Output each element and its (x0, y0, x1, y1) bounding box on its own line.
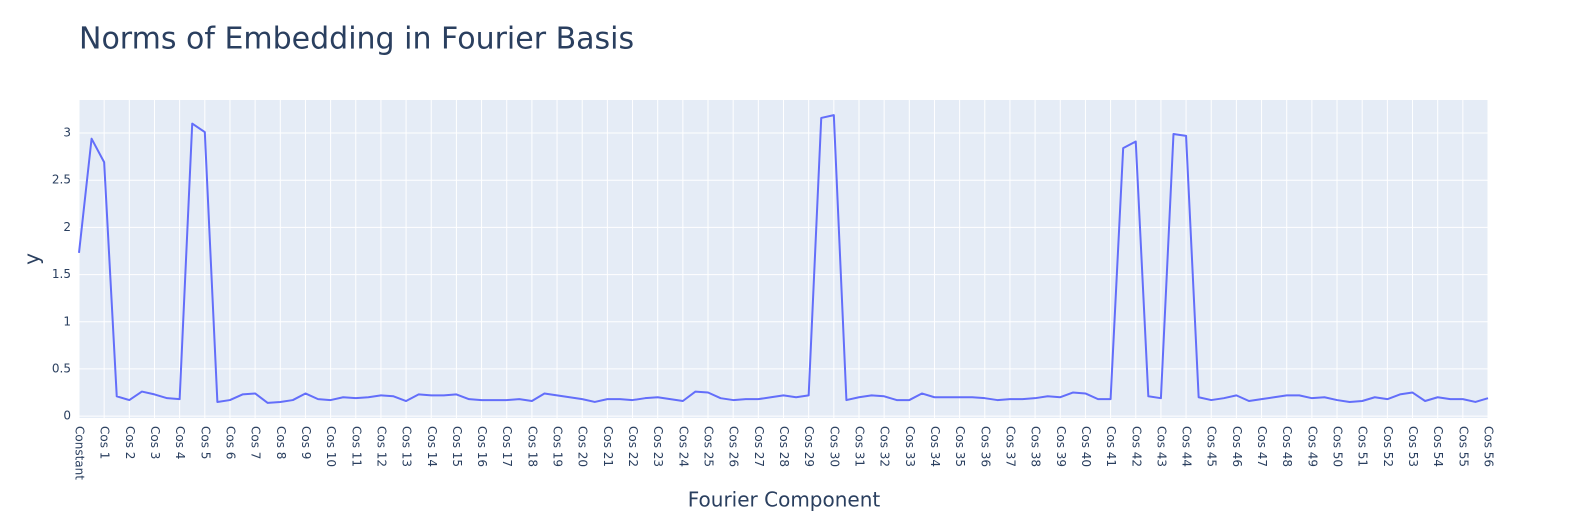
x-tick-label: Cos 38 (1029, 426, 1043, 467)
data-line (78, 114, 1489, 404)
chart-title: Norms of Embedding in Fourier Basis (79, 22, 634, 57)
x-tick-label: Cos 22 (626, 426, 640, 467)
y-axis-title: y (20, 253, 44, 265)
y-tick-label: 2.5 (52, 173, 71, 187)
x-tick-label: Cos 36 (978, 426, 992, 467)
x-tick-label: Constant (73, 426, 87, 480)
x-tick-label: Cos 52 (1381, 426, 1395, 467)
x-tick-label: Cos 29 (802, 426, 816, 467)
x-tick-label: Cos 8 (274, 426, 288, 459)
y-tick-label: 0 (63, 409, 71, 423)
y-tick-label: 3 (63, 126, 71, 140)
x-axis-title: Fourier Component (688, 488, 881, 512)
y-tick-label: 1.5 (52, 267, 71, 281)
x-tick-label: Cos 26 (727, 426, 741, 467)
x-tick-label: Cos 43 (1154, 426, 1168, 467)
x-tick-label: Cos 1 (98, 426, 112, 459)
x-tick-label: Cos 47 (1255, 426, 1269, 467)
x-tick-label: Cos 50 (1331, 426, 1345, 467)
x-tick-label: Cos 7 (249, 426, 263, 459)
x-tick-label: Cos 30 (827, 426, 841, 467)
x-tick-label: Cos 6 (223, 426, 237, 459)
x-tick-label: Cos 46 (1230, 426, 1244, 467)
y-tick-label: 1 (63, 314, 71, 328)
x-tick-label: Cos 51 (1356, 426, 1370, 467)
x-tick-label: Cos 31 (852, 426, 866, 467)
x-tick-label: Cos 3 (148, 426, 162, 459)
x-tick-label: Cos 5 (198, 426, 212, 459)
x-tick-label: Cos 20 (576, 426, 590, 467)
x-tick-label: Cos 55 (1456, 426, 1470, 467)
x-tick-label: Cos 56 (1482, 426, 1496, 467)
x-tick-label: Cos 37 (1003, 426, 1017, 467)
x-tick-label: Cos 4 (173, 426, 187, 459)
x-tick-label: Cos 9 (299, 426, 313, 459)
x-tick-label: Cos 19 (551, 426, 565, 467)
x-tick-label: Cos 10 (324, 426, 338, 467)
x-tick-label: Cos 41 (1104, 426, 1118, 467)
x-tick-label: Cos 16 (475, 426, 489, 467)
x-tick-label: Cos 40 (1079, 426, 1093, 467)
x-tick-label: Cos 48 (1280, 426, 1294, 467)
x-tick-label: Cos 33 (903, 426, 917, 467)
x-tick-label: Cos 42 (1129, 426, 1143, 467)
x-tick-label: Cos 14 (425, 426, 439, 467)
x-tick-label: Cos 32 (878, 426, 892, 467)
x-tick-label: Cos 21 (601, 426, 615, 467)
x-tick-label: Cos 18 (525, 426, 539, 467)
x-tick-label: Cos 12 (374, 426, 388, 467)
x-tick-label: Cos 44 (1180, 426, 1194, 467)
x-tick-label: Cos 17 (500, 426, 514, 467)
x-tick-label: Cos 49 (1305, 426, 1319, 467)
x-tick-label: Cos 28 (777, 426, 791, 467)
x-tick-label: Cos 25 (702, 426, 716, 467)
x-tick-label: Cos 23 (651, 426, 665, 467)
x-tick-label: Cos 24 (676, 426, 690, 467)
x-tick-label: Cos 45 (1205, 426, 1219, 467)
x-tick-label: Cos 34 (928, 426, 942, 467)
x-tick-label: Cos 2 (123, 426, 137, 459)
y-tick-label: 2 (63, 220, 71, 234)
x-tick-label: Cos 27 (752, 426, 766, 467)
x-tick-label: Cos 11 (349, 426, 363, 467)
x-tick-label: Cos 39 (1054, 426, 1068, 467)
x-tick-label: Cos 53 (1406, 426, 1420, 467)
x-tick-label: Cos 13 (400, 426, 414, 467)
x-tick-label: Cos 15 (450, 426, 464, 467)
x-tick-label: Cos 54 (1431, 426, 1445, 467)
x-tick-label: Cos 35 (953, 426, 967, 467)
y-tick-label: 0.5 (52, 361, 71, 375)
